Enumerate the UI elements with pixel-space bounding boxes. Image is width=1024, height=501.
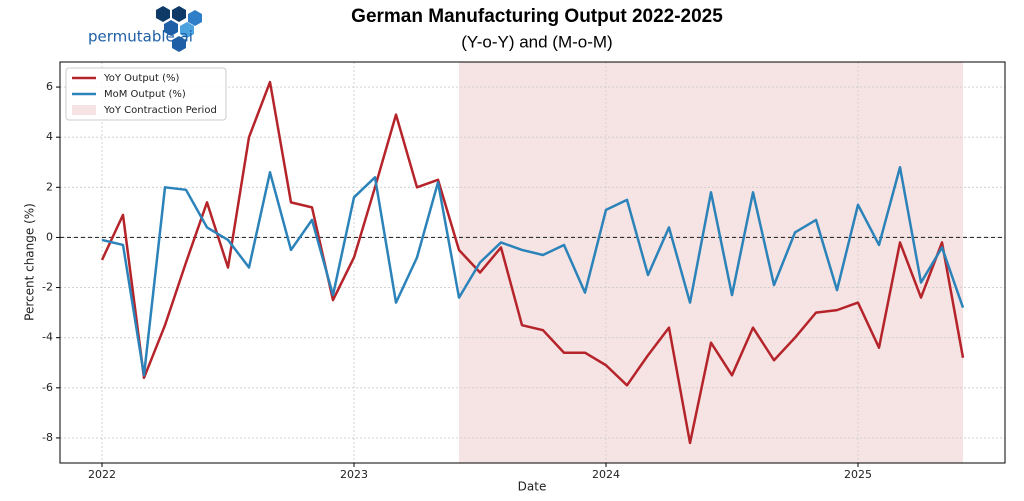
legend-label: MoM Output (%): [104, 89, 186, 100]
x-tick-label: 2024: [592, 468, 620, 481]
y-tick-label: -2: [42, 281, 53, 294]
contraction-shade: [459, 62, 963, 463]
y-tick-label: -4: [42, 331, 53, 344]
legend-swatch: [72, 105, 96, 115]
x-tick-label: 2023: [340, 468, 368, 481]
y-tick-label: -8: [42, 431, 53, 444]
y-tick-label: 4: [46, 130, 53, 143]
legend-label: YoY Output (%): [103, 73, 180, 84]
series-line: [100, 80, 965, 445]
legend: YoY Output (%) MoM Output (%) YoY Contract…: [65, 67, 227, 121]
y-tick-label: -6: [42, 381, 53, 394]
x-axis-label: Date: [518, 480, 547, 494]
x-tick-label: 2022: [88, 468, 116, 481]
chart-title: German Manufacturing Output 2022-2025: [351, 6, 723, 27]
y-tick-label: 6: [46, 80, 53, 93]
y-tick-label: 2: [46, 180, 53, 193]
chart-subtitle: (Y-o-Y) and (M-o-M): [461, 32, 612, 51]
x-tick-label: 2025: [844, 468, 872, 481]
logo: permutable.ai: [88, 6, 202, 52]
legend-label: YoY Contraction Period: [103, 105, 217, 116]
y-axis-label: Percent change (%): [23, 203, 37, 321]
series-line: [101, 166, 965, 377]
y-tick-label: 0: [46, 230, 53, 243]
plot-frame: [59, 61, 1006, 464]
legend-box: [65, 67, 227, 121]
logo-text: permutable.ai: [88, 28, 193, 46]
